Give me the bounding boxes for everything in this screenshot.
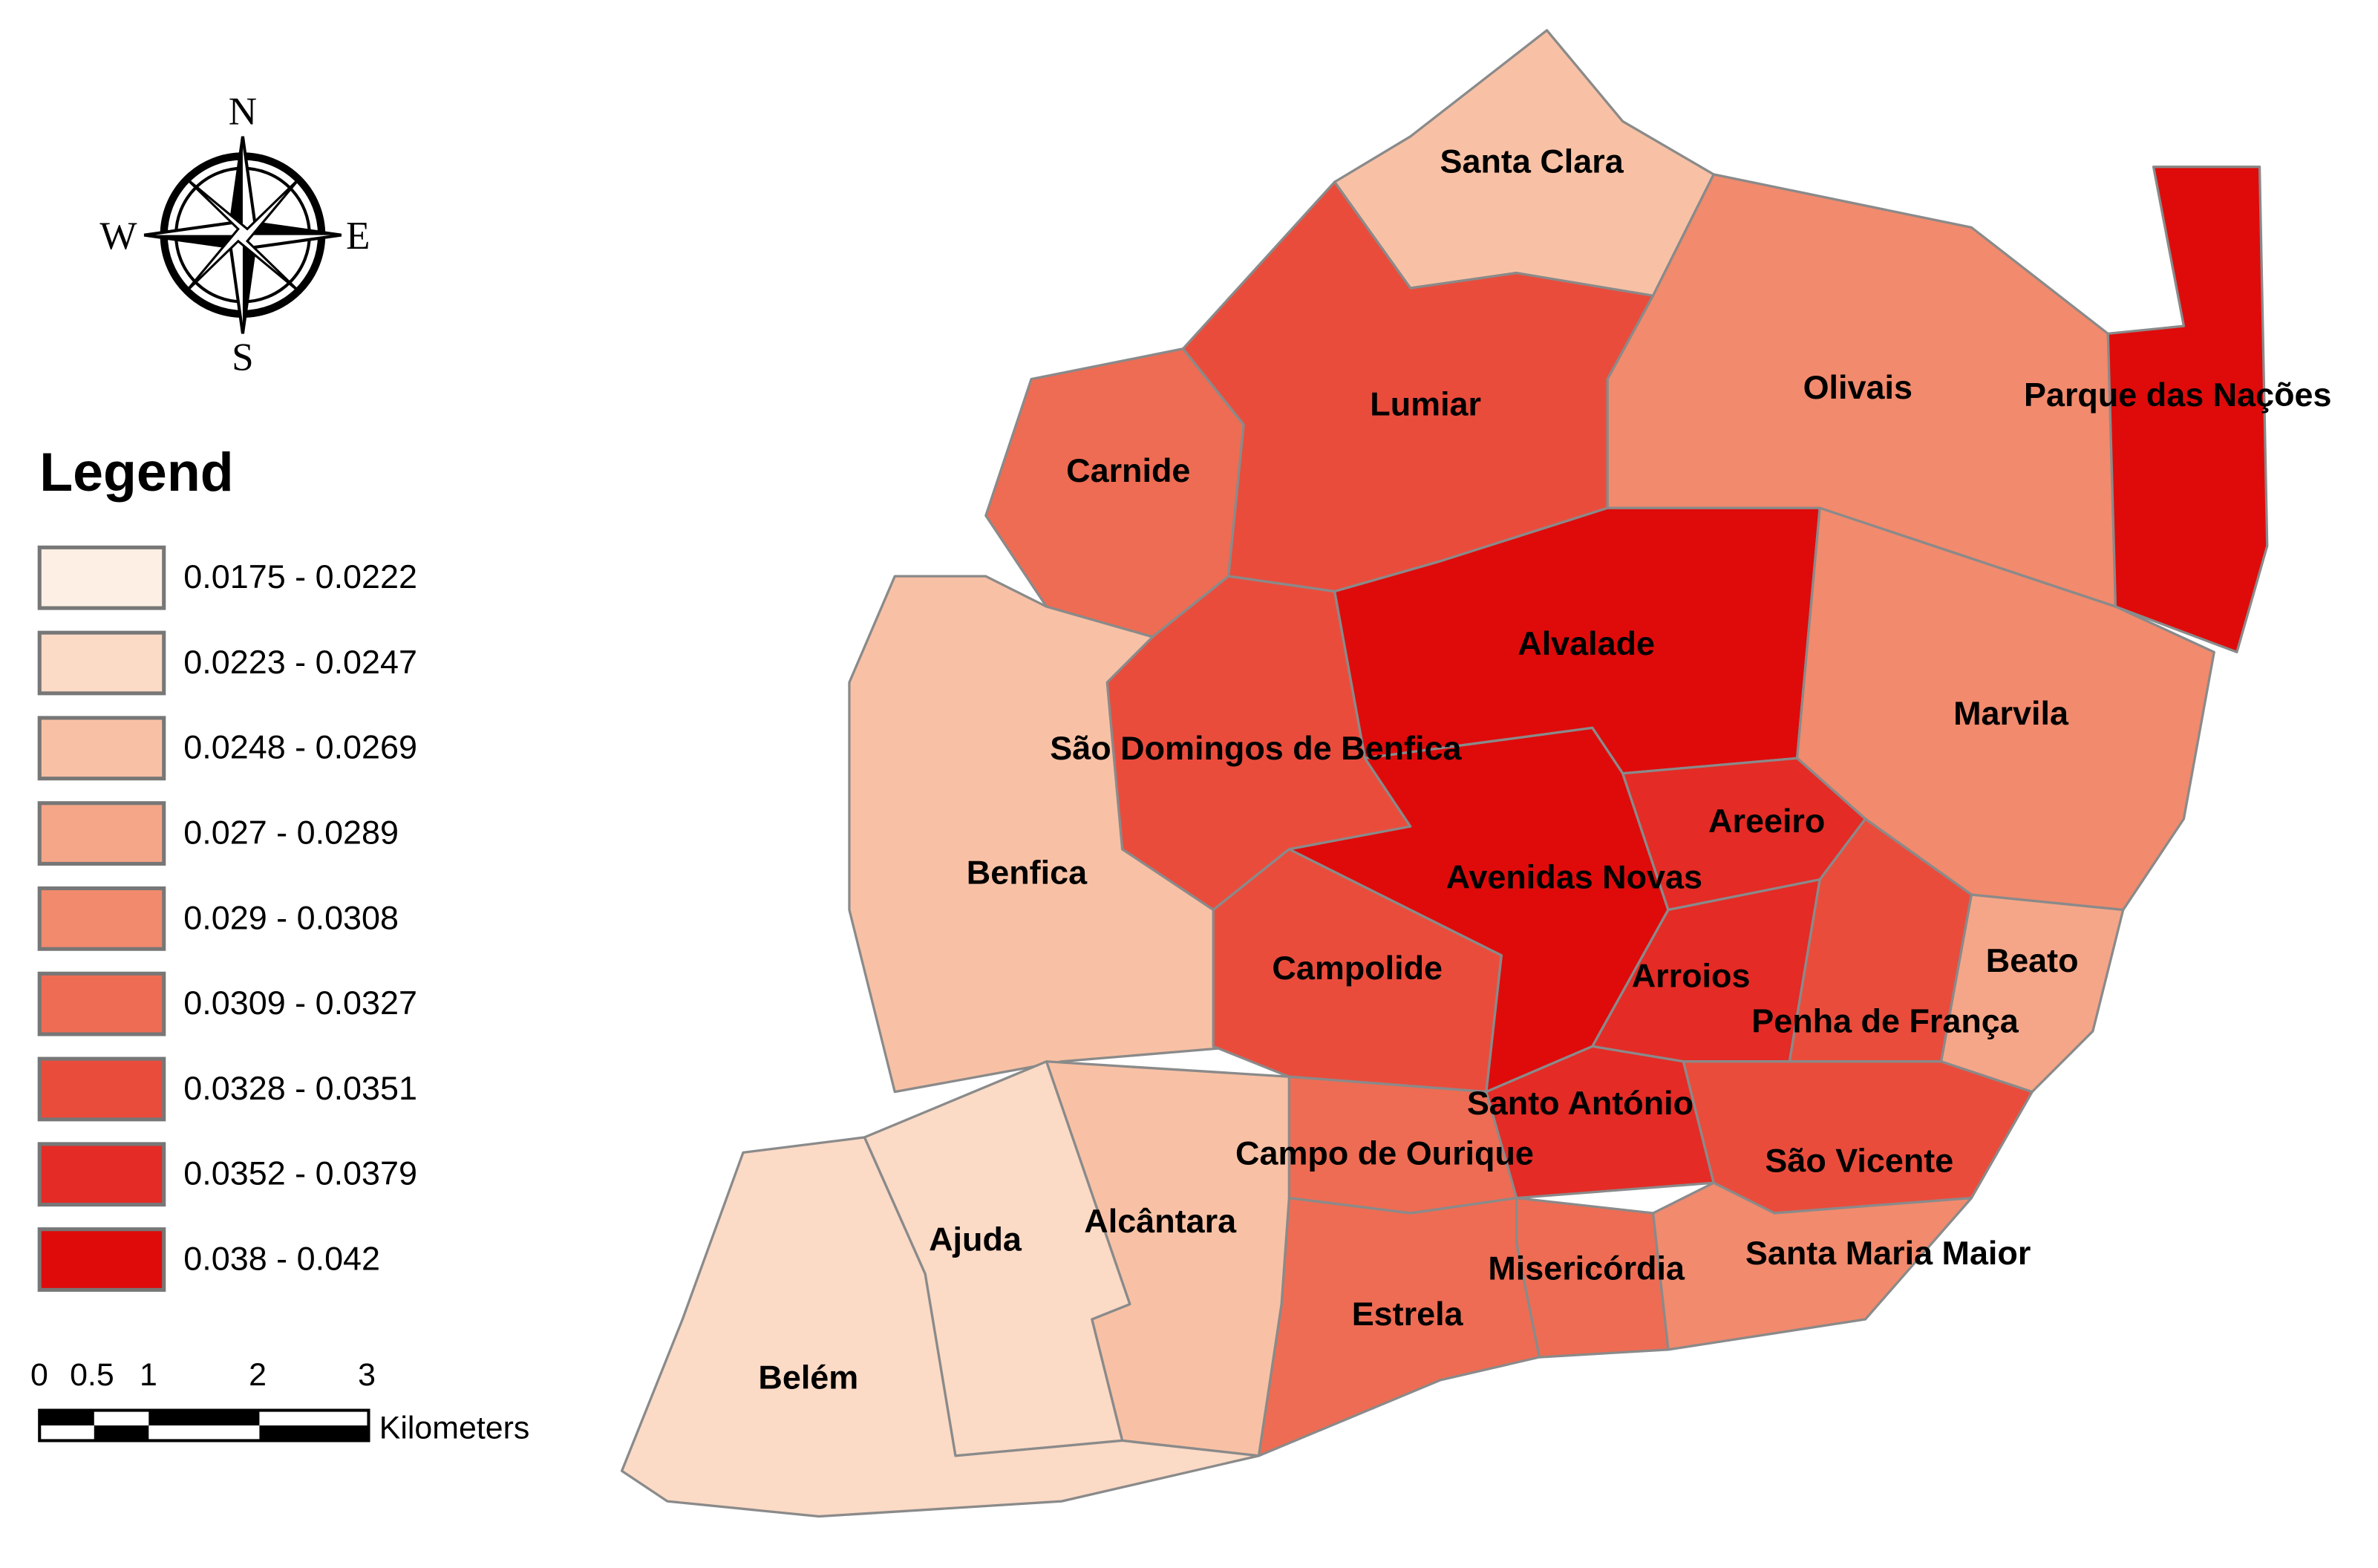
parish-label: Belém [758, 1359, 858, 1396]
compass-west: W [99, 215, 137, 258]
parish-label: Beato [1986, 941, 2079, 979]
parish-label: Estrela [1352, 1295, 1464, 1333]
legend-label: 0.0248 - 0.0269 [183, 728, 417, 766]
scale-label: 0 [30, 1357, 48, 1393]
parish-label: São Vicente [1765, 1142, 1953, 1180]
parish-labels: Santa Clara Lumiar Carnide Olivais Parqu… [758, 142, 2331, 1396]
parish-layer [620, 29, 2269, 1518]
legend: 0.0175 - 0.0222 0.0223 - 0.0247 0.0248 - 0… [37, 545, 417, 1292]
legend-swatch [37, 886, 166, 951]
legend-swatch [37, 1056, 166, 1122]
compass-star-diag [184, 176, 301, 294]
parish-label: São Domingos de Benfica [1050, 729, 1462, 767]
legend-title: Legend [39, 441, 233, 503]
parish-label: Ajuda [929, 1221, 1022, 1258]
legend-label: 0.0223 - 0.0247 [183, 643, 417, 681]
parish-label: Alvalade [1518, 624, 1655, 662]
parish-label: Misericórdia [1488, 1250, 1685, 1287]
scale-bar-segment [39, 1410, 94, 1425]
parish-area [2106, 166, 2269, 653]
scale-bar-segment [94, 1425, 149, 1441]
legend-label: 0.027 - 0.0289 [183, 814, 399, 852]
parish-label: Carnide [1066, 451, 1190, 489]
legend-swatch [37, 801, 166, 866]
parish-label: Santa Clara [1440, 142, 1624, 180]
legend-label: 0.0328 - 0.0351 [183, 1069, 417, 1107]
compass-rose: N S E W [99, 90, 370, 379]
legend-swatch [37, 1142, 166, 1207]
scale-label: 1 [140, 1357, 157, 1393]
scale-bar: 0 0.5 1 2 3 Kilometers [30, 1357, 529, 1446]
legend-swatch [37, 545, 166, 610]
parish-area [1939, 893, 2125, 1094]
compass-south: S [232, 336, 254, 379]
legend-label: 0.0175 - 0.0222 [183, 558, 417, 595]
parish-label: Olivais [1803, 368, 1912, 406]
parish-label: Parque das Nações [2024, 376, 2331, 414]
legend-label: 0.0309 - 0.0327 [183, 984, 417, 1022]
parish-label: Santa Maria Maior [1745, 1234, 2031, 1272]
legend-swatch [37, 630, 166, 696]
scale-bar-segment [148, 1410, 260, 1425]
parish-label: Campo de Ourique [1235, 1134, 1534, 1172]
parish-label: Benfica [967, 853, 1088, 891]
parish-label: Arroios [1632, 956, 1751, 994]
scale-label: 0.5 [70, 1357, 114, 1393]
parish-label: Campolide [1272, 949, 1443, 987]
parish-area [620, 1136, 1261, 1518]
scale-label: 2 [249, 1357, 267, 1393]
scale-label: 3 [358, 1357, 376, 1393]
scale-bar-segment [259, 1425, 369, 1441]
legend-label: 0.0352 - 0.0379 [183, 1154, 417, 1192]
parish-label: Avenidas Novas [1446, 858, 1702, 896]
parish-label: Alcântara [1084, 1202, 1237, 1240]
legend-label: 0.029 - 0.0308 [183, 898, 399, 936]
parish-label: Penha de França [1751, 1002, 2019, 1040]
parish-area [848, 575, 1245, 1094]
legend-swatch [37, 716, 166, 781]
legend-swatch [37, 1227, 166, 1292]
parish-label: Marvila [1953, 694, 2069, 732]
compass-north: N [229, 90, 257, 133]
parish-label: Lumiar [1370, 385, 1481, 422]
parish-label: Santo António [1467, 1084, 1693, 1122]
parish-label: Areeiro [1708, 802, 1825, 840]
scale-unit: Kilometers [379, 1410, 530, 1446]
legend-swatch [37, 971, 166, 1036]
parish-area [1682, 1060, 2034, 1215]
compass-east: E [346, 215, 370, 258]
legend-label: 0.038 - 0.042 [183, 1239, 380, 1277]
